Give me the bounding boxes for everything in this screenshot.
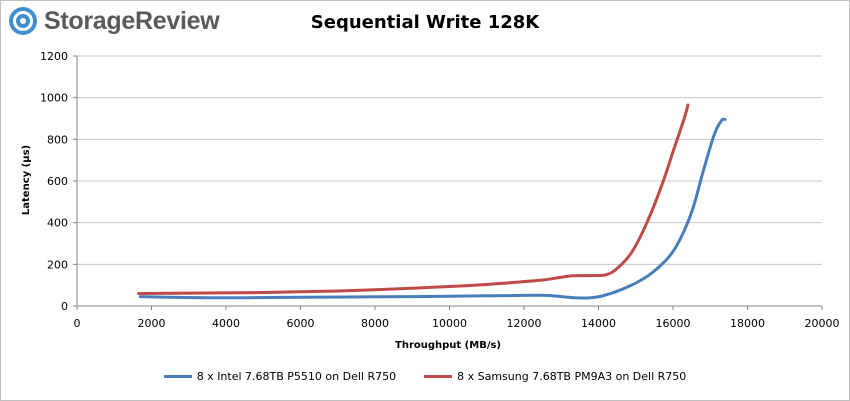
x-tick-label: 8000: [361, 317, 389, 330]
x-tick-label: 2000: [138, 317, 166, 330]
x-axis-label: Throughput (MB/s): [395, 340, 501, 351]
legend-label-samsung: 8 x Samsung 7.68TB PM9A3 on Dell R750: [457, 370, 687, 383]
axes: [73, 55, 823, 310]
x-tick-label: 14000: [581, 317, 616, 330]
y-tick-label: 400: [47, 217, 68, 230]
legend-swatch-samsung: [424, 375, 453, 378]
storagereview-logo: StorageReview: [8, 4, 220, 38]
x-tick-label: 16000: [656, 317, 691, 330]
y-tick-label: 800: [47, 133, 68, 146]
y-tick-label: 600: [47, 175, 68, 188]
legend-item-samsung: 8 x Samsung 7.68TB PM9A3 on Dell R750: [424, 370, 686, 383]
y-tick-label: 200: [47, 258, 68, 271]
y-axis-label: Latency (µs): [21, 145, 32, 215]
legend-label-intel: 8 x Intel 7.68TB P5510 on Dell R750: [196, 370, 397, 383]
chart-legend: 8 x Intel 7.68TB P5510 on Dell R750 8 x …: [0, 370, 850, 383]
legend-swatch-intel: [163, 375, 192, 378]
x-tick-label: 12000: [507, 317, 542, 330]
x-tick-label: 18000: [730, 317, 765, 330]
x-tick-label: 10000: [432, 317, 467, 330]
x-tick-label: 0: [74, 317, 81, 330]
x-tick-labels: 0 2000 4000 6000 8000 10000 12000 14000 16000 180…: [74, 317, 840, 330]
storagereview-logo-icon: [9, 7, 37, 35]
y-tick-label: 1200: [40, 50, 68, 63]
series-line-1: [137, 103, 690, 295]
gridlines: [77, 55, 822, 265]
x-tick-label: 6000: [287, 317, 315, 330]
y-tick-label: 1000: [40, 92, 68, 105]
x-tick-label: 4000: [212, 317, 240, 330]
legend-item-intel: 8 x Intel 7.68TB P5510 on Dell R750: [163, 370, 397, 383]
y-tick-label: 0: [61, 300, 68, 313]
chart-title: Sequential Write 128K: [310, 12, 540, 33]
series-lines: [137, 103, 727, 300]
y-tick-labels: 0 200 400 600 800 1000 1200: [40, 50, 68, 313]
brand-name: StorageReview: [44, 6, 220, 35]
series-line-0: [138, 117, 727, 300]
x-tick-label: 20000: [805, 317, 840, 330]
